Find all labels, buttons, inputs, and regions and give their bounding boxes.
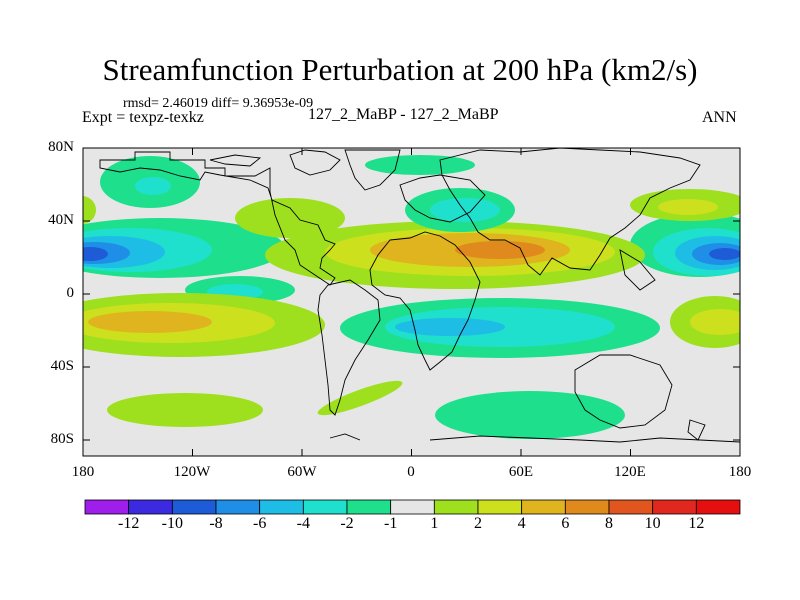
colorbar-label: 2 <box>474 515 482 532</box>
x-tick-label: 180 <box>71 464 95 480</box>
y-tick-label: 40S <box>50 358 74 374</box>
contour-fills <box>83 155 740 439</box>
x-tick-label: 120E <box>614 464 646 480</box>
stats-line: rmsd= 2.46019 diff= 9.36953e-09 <box>123 96 314 111</box>
colorbar-label: 12 <box>688 515 705 532</box>
coastlines <box>99 148 740 443</box>
colorbar-swatch <box>477 499 523 515</box>
y-tick-label: 0 <box>66 285 75 301</box>
y-tick-label: 40N <box>48 212 74 228</box>
colorbar-label: -12 <box>117 515 140 532</box>
x-tick-label: 180 <box>728 464 752 480</box>
colorbar-label: 8 <box>605 515 613 532</box>
colorbar-swatch <box>608 499 654 515</box>
colorbar-label: 4 <box>517 515 526 532</box>
colorbar <box>84 499 741 515</box>
colorbar-swatch <box>390 499 435 515</box>
colorbar-swatch <box>695 499 741 515</box>
colorbar-label: -8 <box>209 515 223 532</box>
colorbar-swatch <box>652 499 697 515</box>
colorbar-swatch <box>171 499 217 515</box>
y-tick-label: 80S <box>50 431 74 447</box>
x-tick-label: 0 <box>407 464 415 480</box>
map-title: Streamfunction Perturbation at 200 hPa (… <box>102 52 698 87</box>
colorbar-swatch <box>564 499 610 515</box>
x-tick-label: 60W <box>287 464 317 480</box>
axis-ticks <box>82 147 741 456</box>
colorbar-swatch <box>128 499 173 515</box>
colorbar-swatch <box>302 499 348 515</box>
experiment-label: Expt = texpz-texkz <box>82 109 204 126</box>
x-tick-label: 60E <box>508 464 534 480</box>
colorbar-swatch <box>259 499 304 515</box>
colorbar-label: -6 <box>252 515 267 532</box>
x-tick-label: 120W <box>173 464 211 480</box>
colorbar-swatch <box>215 499 261 515</box>
y-tick-label: 80N <box>48 139 74 155</box>
colorbar-label: 10 <box>644 515 661 532</box>
case-label: 127_2_MaBP - 127_2_MaBP <box>308 106 499 123</box>
colorbar-label: -10 <box>161 515 183 532</box>
colorbar-swatch <box>346 499 392 515</box>
colorbar-label: -1 <box>383 515 398 532</box>
colorbar-swatch <box>521 499 566 515</box>
colorbar-label: -4 <box>296 515 310 532</box>
colorbar-swatch <box>433 499 479 515</box>
colorbar-label: -2 <box>340 515 354 532</box>
colorbar-swatch <box>84 499 130 515</box>
colorbar-label: 1 <box>430 515 439 532</box>
colorbar-label: 6 <box>561 515 570 532</box>
season-label: ANN <box>702 109 737 126</box>
